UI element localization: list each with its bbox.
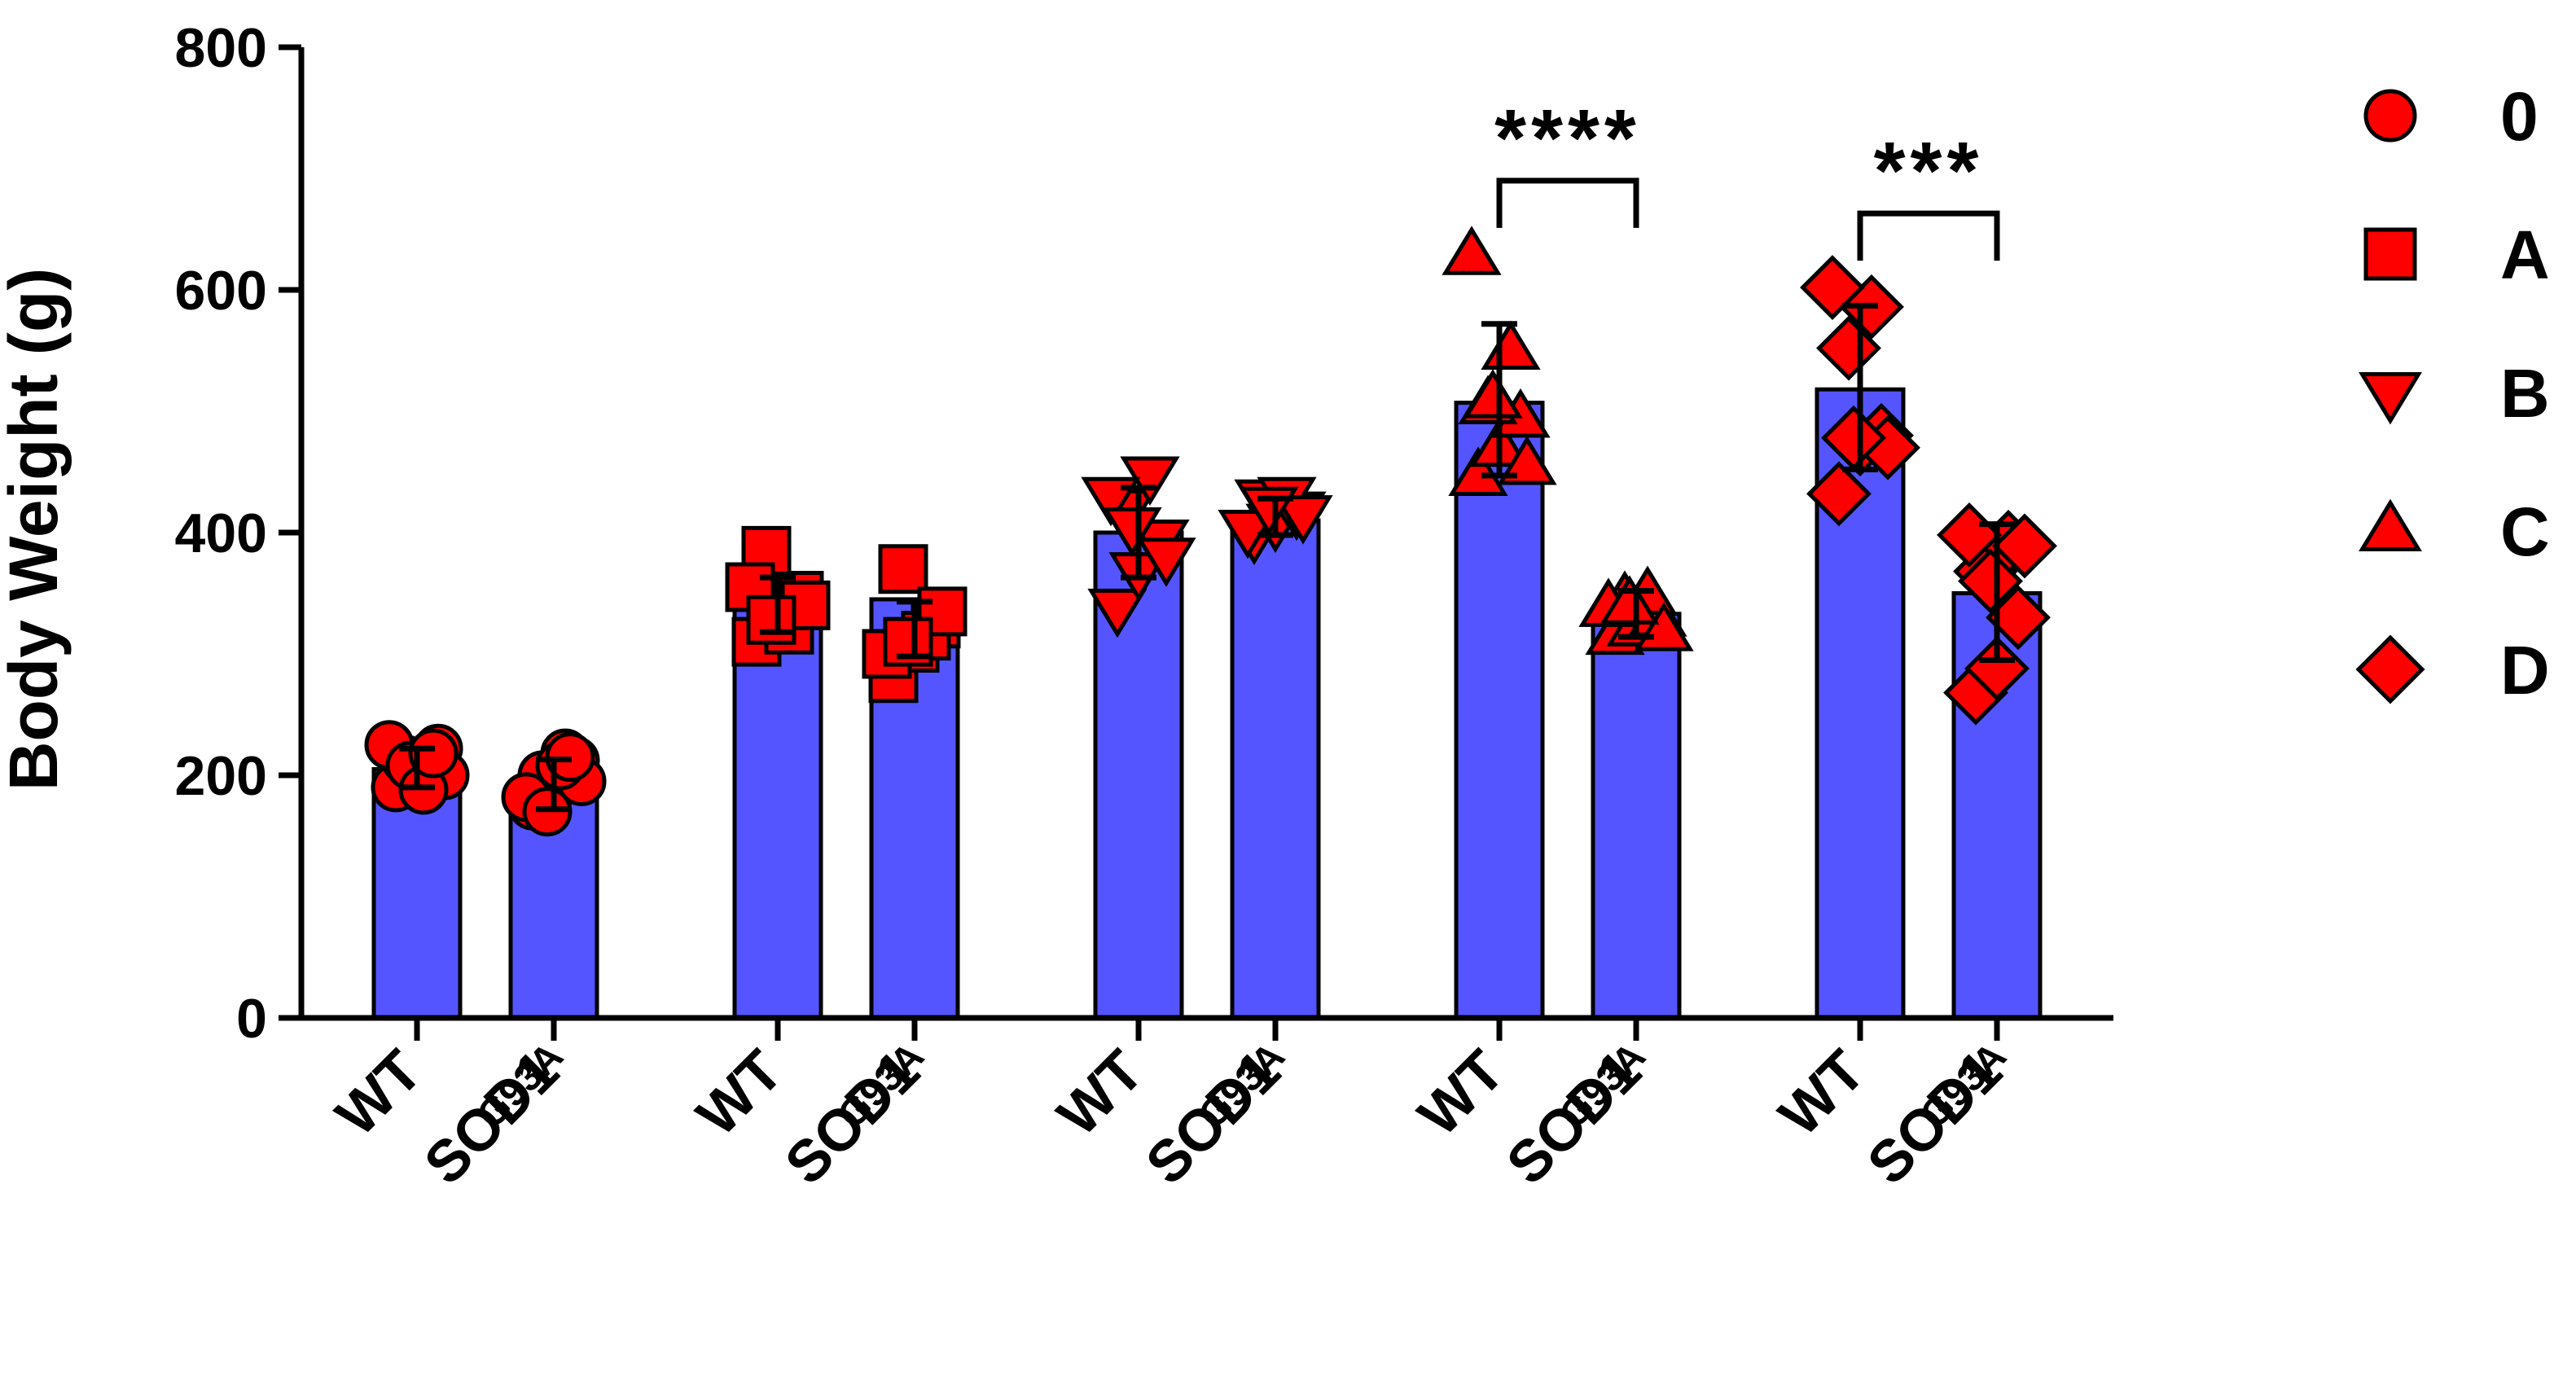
point-D-sod1 (1992, 513, 2057, 579)
point-B-sod1 (1273, 495, 1333, 545)
point-A-sod1 (878, 544, 928, 594)
point-D-wt (1800, 255, 1865, 320)
x-tick-label-wt: WT (324, 1038, 435, 1149)
legend-square-icon (2363, 227, 2417, 281)
point-D-sod1 (1964, 635, 2030, 701)
point-B-wt (1102, 507, 1162, 557)
significance-bracket (1496, 178, 1639, 228)
x-tick-label-wt: WT (1046, 1038, 1156, 1149)
legend-label: 0 (2500, 78, 2539, 155)
point-D-wt (1816, 315, 1881, 381)
point-C-wt (1463, 369, 1523, 419)
legend-circle-icon (2363, 89, 2417, 143)
point-D-wt (1806, 461, 1872, 527)
point-B-wt (1087, 588, 1148, 638)
x-tick-label-wt: WT (685, 1038, 796, 1149)
legend-triangle-up-icon (2359, 498, 2422, 551)
legend-label: B (2500, 355, 2550, 432)
point-D-sod1 (1958, 548, 2023, 614)
legend-label: D (2500, 632, 2550, 708)
significance-label: **** (1494, 93, 1641, 184)
point-C-wt (1448, 446, 1508, 496)
y-tick-label: 400 (175, 502, 267, 564)
y-tick-label: 600 (175, 260, 267, 322)
significance-bracket (1857, 210, 2000, 261)
legend-diamond-icon (2355, 634, 2425, 704)
point-A-wt (746, 594, 796, 645)
x-tick-label-wt: WT (1767, 1038, 1878, 1149)
point-C-wt (1442, 226, 1502, 275)
point-B-wt (1136, 537, 1196, 587)
point-A-wt (741, 525, 792, 576)
y-tick-label: 200 (175, 745, 267, 807)
point-C-wt (1497, 436, 1557, 485)
legend-label: A (2500, 217, 2550, 293)
significance-label: *** (1874, 125, 1984, 217)
bar-B-sod1 (1230, 518, 1321, 1020)
legend-triangle-down-icon (2359, 372, 2422, 425)
bar-C-sod1 (1591, 612, 1682, 1020)
point-C-wt (1481, 320, 1541, 370)
y-axis-label: Body Weight (g) (0, 268, 72, 791)
y-tick-label: 0 (236, 988, 267, 1050)
bar-A-wt (732, 607, 823, 1020)
y-tick-label: 800 (175, 17, 267, 79)
x-tick-label-wt: WT (1406, 1038, 1517, 1149)
point-C-sod1 (1600, 575, 1660, 625)
legend-label: C (2500, 493, 2550, 570)
point-0-wt (408, 728, 459, 779)
